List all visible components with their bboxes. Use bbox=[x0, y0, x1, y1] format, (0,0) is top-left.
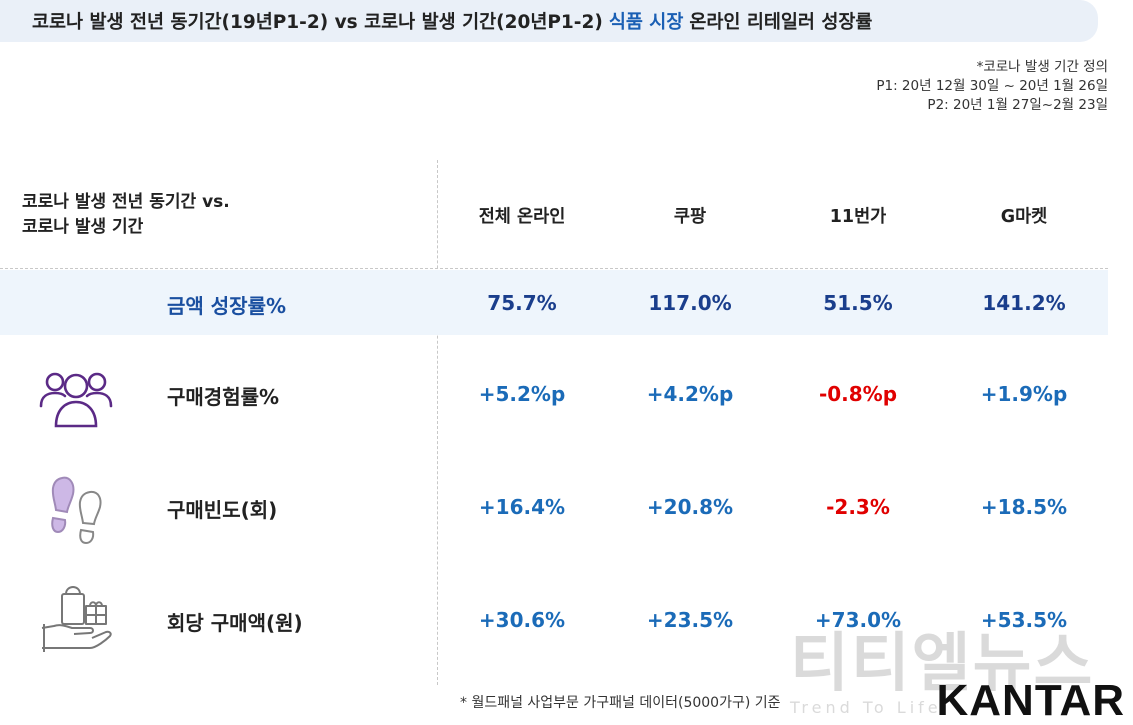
people-group-icon bbox=[39, 372, 113, 428]
watermark-text: 티티엘뉴스 bbox=[790, 627, 1095, 701]
column-divider bbox=[437, 160, 438, 685]
table-cell: +5.2%p bbox=[478, 382, 566, 406]
kantar-logo: KANTAR bbox=[936, 676, 1125, 725]
page-title: 코로나 발생 전년 동기간(19년P1-2) vs 코로나 발생 기간(20년P… bbox=[0, 0, 1098, 42]
comparison-header-line2: 코로나 발생 기간 bbox=[22, 217, 144, 237]
table-cell: +1.9%p bbox=[980, 382, 1068, 406]
title-part1: 코로나 발생 전년 동기간(19년P1-2) vs 코로나 발생 기간(20년P… bbox=[32, 12, 603, 33]
table-cell: +4.2%p bbox=[646, 382, 734, 406]
table-cell: 75.7% bbox=[487, 291, 557, 315]
row-label-purchase-frequency: 구매빈도(회) bbox=[167, 498, 278, 522]
column-header-total-online: 전체 온라인 bbox=[478, 207, 566, 227]
comparison-header: 코로나 발생 전년 동기간 vs. 코로나 발생 기간 bbox=[22, 190, 230, 240]
table-cell: 141.2% bbox=[982, 291, 1066, 315]
column-header-coupang: 쿠팡 bbox=[673, 207, 707, 227]
footprints-icon bbox=[51, 476, 102, 544]
table-cell: -2.3% bbox=[826, 495, 890, 519]
table-cell: 117.0% bbox=[648, 291, 732, 315]
table-cell: -0.8%p bbox=[818, 382, 898, 406]
watermark-subtext: Trend To Life bbox=[790, 698, 942, 717]
highlight-row-band bbox=[0, 270, 1108, 335]
table-cell: 51.5% bbox=[823, 291, 893, 315]
column-header-gmarket: G마켓 bbox=[1000, 207, 1048, 227]
footnote: * 월드패널 사업부문 가구패널 데이터(5000가구) 기준 bbox=[460, 695, 781, 711]
period-definition: *코로나 발생 기간 정의 P1: 20년 12월 30일 ~ 20년 1월 2… bbox=[876, 58, 1108, 115]
table-cell: +23.5% bbox=[646, 608, 734, 632]
table-cell: +53.5% bbox=[980, 608, 1068, 632]
table-cell: +20.8% bbox=[646, 495, 734, 519]
table-cell: +18.5% bbox=[980, 495, 1068, 519]
row-label-purchase-experience: 구매경험률% bbox=[167, 385, 280, 409]
hand-shopping-bag-icon bbox=[41, 586, 112, 652]
table-cell: +73.0% bbox=[814, 608, 902, 632]
column-header-11st: 11번가 bbox=[829, 207, 887, 227]
definition-p2: P2: 20년 1월 27일~2월 23일 bbox=[927, 97, 1108, 113]
table-cell: +16.4% bbox=[478, 495, 566, 519]
table-cell: +30.6% bbox=[478, 608, 566, 632]
title-part2: 온라인 리테일러 성장률 bbox=[689, 12, 873, 33]
comparison-header-line1: 코로나 발생 전년 동기간 vs. bbox=[22, 192, 230, 212]
row-label-amount-growth: 금액 성장률% bbox=[167, 294, 287, 318]
title-highlight: 식품 시장 bbox=[608, 12, 684, 33]
definition-p1: P1: 20년 12월 30일 ~ 20년 1월 26일 bbox=[876, 78, 1108, 94]
definition-heading: *코로나 발생 기간 정의 bbox=[976, 59, 1108, 75]
header-divider bbox=[0, 268, 1108, 269]
row-label-spend-per-trip: 회당 구매액(원) bbox=[167, 611, 303, 635]
